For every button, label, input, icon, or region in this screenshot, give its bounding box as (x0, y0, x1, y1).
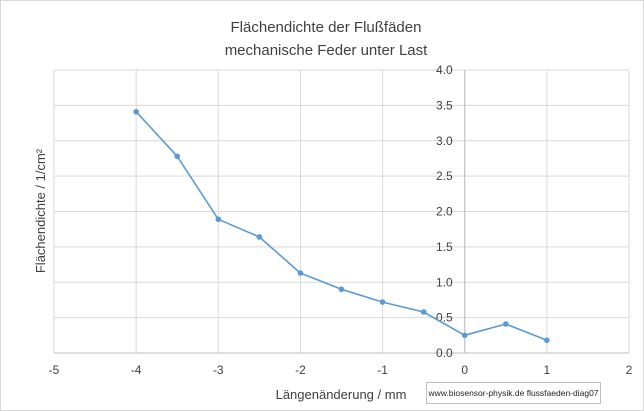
y-axis-title: Flächendichte / 1/cm² (33, 148, 48, 273)
data-point (544, 337, 550, 344)
data-point (215, 216, 222, 223)
data-point (297, 270, 304, 276)
y-tick-label: 1.0 (436, 275, 453, 289)
x-tick-label: -4 (131, 363, 142, 377)
y-tick-label: 4.0 (436, 63, 453, 77)
series-line-0 (135, 111, 548, 342)
y-tick-label: 0.0 (436, 346, 453, 360)
x-tick-label: 1 (544, 363, 551, 377)
data-point (338, 286, 345, 293)
chart-subtitle: mechanische Feder unter Last (225, 42, 428, 59)
data-point (379, 299, 386, 305)
x-tick-label: 0 (461, 363, 468, 377)
data-point (133, 108, 139, 115)
data-series (133, 108, 550, 344)
y-tick-label: 1.5 (436, 240, 453, 254)
source-label: www.biosensor-physik.de flussfaeden-diag… (426, 382, 601, 404)
data-point (420, 309, 427, 315)
y-tick-labels: 0.0 0.5 1.0 1.5 2.0 2.5 3.0 3.5 4.0 (436, 63, 453, 360)
x-axis-title: Längenänderung / mm (276, 387, 407, 402)
data-point (256, 234, 263, 240)
x-tick-label: -5 (49, 363, 60, 377)
x-tick-label: -3 (213, 363, 224, 377)
x-tick-labels: -5 -4 -3 -2 -1 0 1 2 (49, 363, 633, 377)
data-point (502, 321, 509, 327)
y-tick-label: 2.0 (436, 205, 453, 219)
y-tick-label: 3.0 (436, 134, 453, 148)
y-tick-label: 0.5 (436, 311, 453, 325)
grid-lines (53, 69, 630, 353)
chart-title: Flächendichte der Flußfäden (231, 19, 422, 36)
y-tick-label: 3.5 (436, 98, 453, 112)
data-point (174, 153, 181, 160)
x-tick-label: -1 (377, 363, 388, 377)
x-tick-label: 2 (626, 363, 633, 377)
axes (54, 70, 629, 354)
y-tick-label: 2.5 (436, 169, 453, 183)
x-tick-label: -2 (295, 363, 306, 377)
data-point (461, 332, 468, 339)
